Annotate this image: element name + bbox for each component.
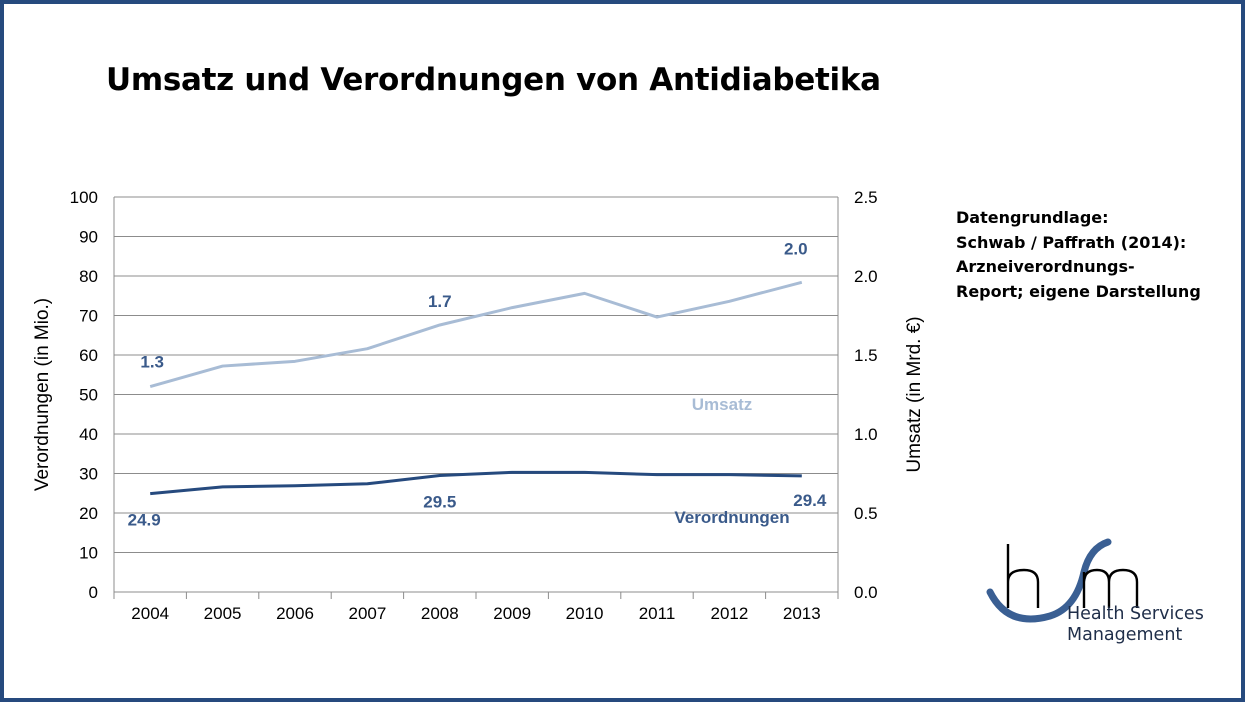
y-tick-label: 80	[79, 267, 98, 286]
data-label-verordnungen: 24.9	[128, 511, 161, 530]
page-title: Umsatz und Verordnungen von Antidiabetik…	[106, 62, 881, 98]
y2-tick-label: 0.0	[854, 583, 878, 602]
y-tick-label: 30	[79, 465, 98, 484]
y2-tick-label: 1.0	[854, 425, 878, 444]
logo-line-2: Management	[1067, 625, 1183, 645]
data-label-umsatz: 2.0	[784, 239, 808, 258]
data-label-umsatz: 1.7	[428, 292, 452, 311]
y2-tick-label: 2.0	[854, 267, 878, 286]
source-note: Datengrundlage: Schwab / Paffrath (2014)…	[956, 206, 1201, 304]
x-tick-label: 2013	[783, 604, 821, 623]
y-axis-title: Verordnungen (in Mio.)	[32, 298, 53, 491]
y-tick-label: 50	[79, 386, 98, 405]
logo-swoosh	[986, 538, 1112, 623]
x-tick-label: 2009	[493, 604, 531, 623]
data-label-verordnungen: 29.5	[423, 492, 456, 511]
x-tick-label: 2004	[131, 604, 169, 623]
y2-tick-label: 2.5	[854, 188, 878, 207]
source-line-2: Schwab / Paffrath (2014):	[956, 232, 1187, 252]
logo-text: Health Services Management	[1067, 604, 1204, 646]
y-tick-label: 60	[79, 346, 98, 365]
y-tick-label: 100	[70, 188, 98, 207]
series-line-verordnungen	[150, 470, 802, 496]
series-name-umsatz: Umsatz	[692, 395, 752, 414]
y2-axis-title: Umsatz (in Mrd. €)	[904, 316, 925, 472]
series-line-umsatz	[149, 280, 803, 389]
source-line-1: Datengrundlage:	[956, 208, 1109, 227]
y-tick-label: 0	[89, 583, 98, 602]
x-tick-label: 2010	[566, 604, 604, 623]
y2-tick-label: 1.5	[854, 346, 878, 365]
x-tick-label: 2008	[421, 604, 459, 623]
x-tick-label: 2012	[710, 604, 748, 623]
x-tick-label: 2011	[639, 604, 676, 623]
y-tick-label: 70	[79, 307, 98, 326]
source-line-4: Report; eigene Darstellung	[956, 281, 1201, 301]
logo-letter-h	[1006, 544, 1040, 608]
logo-line-1: Health Services	[1067, 604, 1204, 624]
y2-tick-label: 0.5	[854, 504, 878, 523]
data-label-verordnungen: 29.4	[793, 491, 827, 510]
y-tick-label: 10	[79, 544, 98, 563]
source-line-3: Arzneiverordnungs-	[956, 257, 1135, 276]
x-tick-label: 2006	[276, 604, 314, 623]
y-tick-label: 90	[79, 228, 98, 247]
x-tick-label: 2007	[348, 604, 386, 623]
data-label-umsatz: 1.3	[140, 353, 164, 372]
y-tick-label: 20	[79, 504, 98, 523]
y-tick-label: 40	[79, 425, 98, 444]
x-tick-label: 2005	[204, 604, 242, 623]
logo-letter-m	[1082, 568, 1139, 608]
hsm-logo	[986, 538, 1139, 623]
series-name-verordnungen: Verordnungen	[674, 508, 789, 527]
